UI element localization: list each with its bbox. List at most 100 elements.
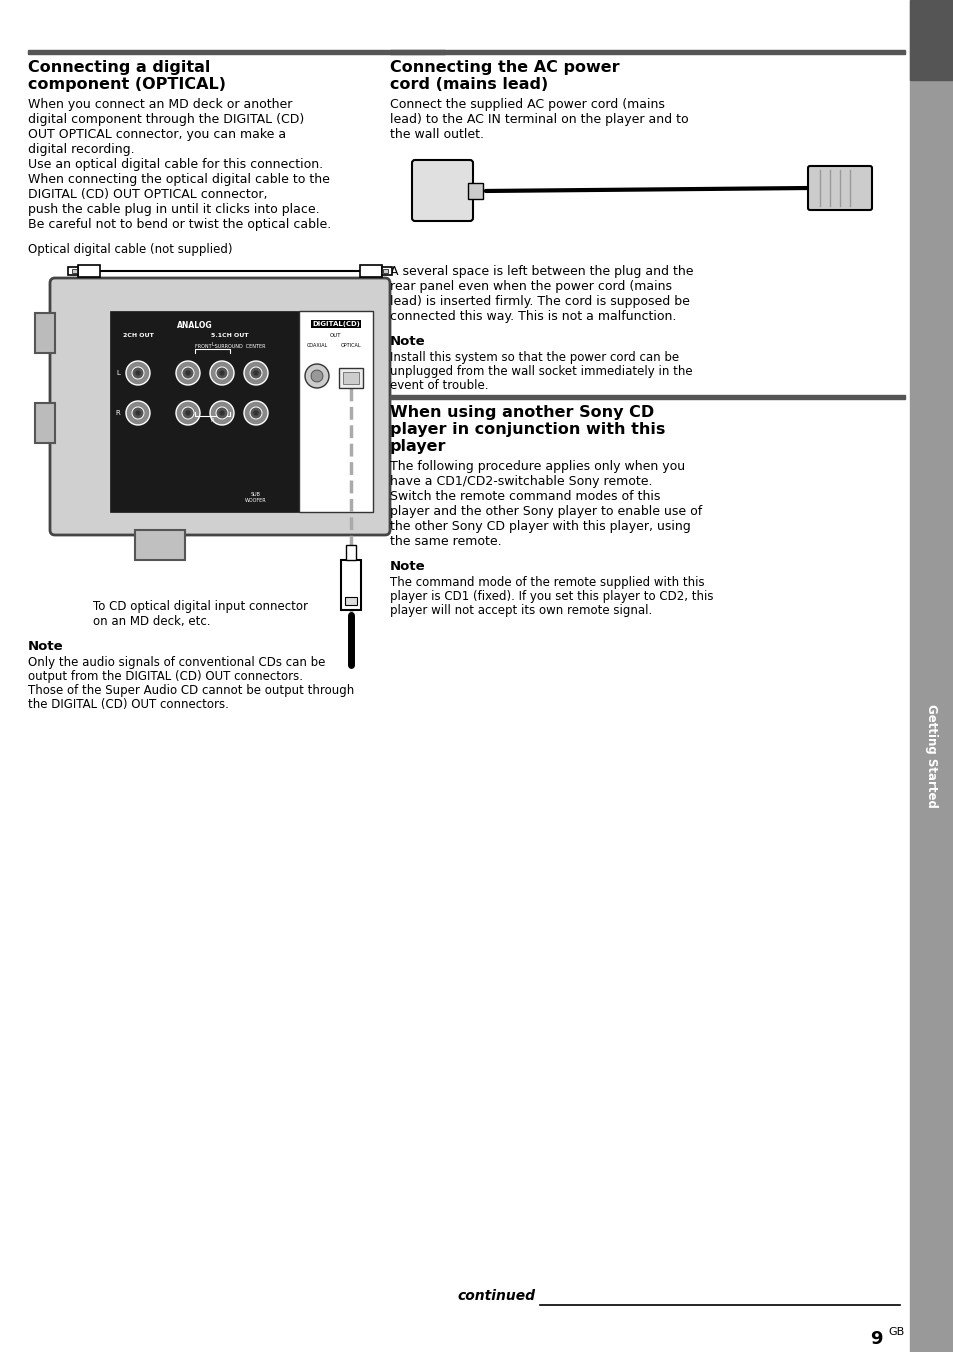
- Circle shape: [311, 370, 323, 383]
- Text: When connecting the optical digital cable to the: When connecting the optical digital cabl…: [28, 173, 330, 187]
- Circle shape: [244, 402, 268, 425]
- Text: the DIGITAL (CD) OUT connectors.: the DIGITAL (CD) OUT connectors.: [28, 698, 229, 711]
- Circle shape: [182, 407, 193, 419]
- Text: player in conjunction with this: player in conjunction with this: [390, 422, 664, 437]
- Text: lead) is inserted firmly. The cord is supposed be: lead) is inserted firmly. The cord is su…: [390, 295, 689, 308]
- Circle shape: [215, 407, 228, 419]
- Circle shape: [210, 402, 233, 425]
- Text: continued: continued: [456, 1288, 535, 1303]
- Text: Connecting a digital: Connecting a digital: [28, 59, 211, 74]
- Text: 2CH OUT: 2CH OUT: [123, 333, 153, 338]
- Bar: [35, 314, 55, 353]
- Text: the same remote.: the same remote.: [390, 535, 501, 548]
- Text: L: L: [116, 370, 120, 376]
- Bar: [110, 311, 298, 512]
- Circle shape: [244, 361, 268, 385]
- Text: Connect the supplied AC power cord (mains: Connect the supplied AC power cord (main…: [390, 97, 664, 111]
- Circle shape: [136, 411, 140, 415]
- Text: A several space is left between the plug and the: A several space is left between the plug…: [390, 265, 693, 279]
- Circle shape: [136, 370, 140, 375]
- Bar: [381, 266, 392, 274]
- Text: cord (mains lead): cord (mains lead): [390, 77, 548, 92]
- Text: SUB
WOOFER: SUB WOOFER: [245, 492, 267, 503]
- Text: event of trouble.: event of trouble.: [390, 379, 488, 392]
- Bar: [390, 50, 904, 54]
- Text: player and the other Sony player to enable use of: player and the other Sony player to enab…: [390, 506, 701, 518]
- Text: OUT OPTICAL connector, you can make a: OUT OPTICAL connector, you can make a: [28, 128, 286, 141]
- Text: L: L: [211, 342, 213, 347]
- Circle shape: [126, 361, 150, 385]
- Bar: [35, 403, 55, 443]
- Circle shape: [132, 366, 144, 379]
- Text: Getting Started: Getting Started: [924, 704, 938, 808]
- Text: the wall outlet.: the wall outlet.: [390, 128, 483, 141]
- Circle shape: [253, 370, 257, 375]
- Text: R: R: [211, 418, 214, 423]
- Circle shape: [220, 370, 224, 375]
- Text: OPTICAL: OPTICAL: [340, 343, 361, 347]
- Circle shape: [250, 366, 262, 379]
- Text: digital recording.: digital recording.: [28, 143, 134, 155]
- Circle shape: [175, 361, 200, 385]
- Text: Switch the remote command modes of this: Switch the remote command modes of this: [390, 489, 659, 503]
- Bar: [343, 372, 358, 384]
- Text: Note: Note: [390, 560, 425, 573]
- Circle shape: [175, 402, 200, 425]
- Bar: [909, 0, 953, 80]
- Bar: [28, 50, 444, 54]
- FancyBboxPatch shape: [807, 166, 871, 210]
- Bar: [390, 395, 904, 399]
- Text: Install this system so that the power cord can be: Install this system so that the power co…: [390, 352, 679, 364]
- Circle shape: [182, 366, 193, 379]
- Text: digital component through the DIGITAL (CD): digital component through the DIGITAL (C…: [28, 114, 304, 126]
- Text: Connecting the AC power: Connecting the AC power: [390, 59, 619, 74]
- Text: DIGITAL(CD): DIGITAL(CD): [312, 320, 359, 327]
- Text: push the cable plug in until it clicks into place.: push the cable plug in until it clicks i…: [28, 203, 319, 216]
- Bar: [135, 530, 185, 560]
- Text: player is CD1 (fixed). If you set this player to CD2, this: player is CD1 (fixed). If you set this p…: [390, 589, 713, 603]
- Text: Optical digital cable (not supplied): Optical digital cable (not supplied): [28, 243, 233, 256]
- Text: lead) to the AC IN terminal on the player and to: lead) to the AC IN terminal on the playe…: [390, 114, 688, 126]
- Bar: [468, 183, 482, 199]
- Text: Use an optical digital cable for this connection.: Use an optical digital cable for this co…: [28, 158, 323, 170]
- Bar: [382, 269, 388, 273]
- Circle shape: [126, 402, 150, 425]
- Text: player will not accept its own remote signal.: player will not accept its own remote si…: [390, 604, 652, 617]
- Bar: [298, 311, 373, 512]
- Text: rear panel even when the power cord (mains: rear panel even when the power cord (mai…: [390, 280, 671, 293]
- Text: DIGITAL(CD): DIGITAL(CD): [312, 320, 359, 327]
- Text: component (OPTICAL): component (OPTICAL): [28, 77, 226, 92]
- Text: have a CD1/CD2-switchable Sony remote.: have a CD1/CD2-switchable Sony remote.: [390, 475, 652, 488]
- Text: player: player: [390, 439, 446, 454]
- Circle shape: [215, 366, 228, 379]
- Text: When using another Sony CD: When using another Sony CD: [390, 406, 654, 420]
- Circle shape: [253, 411, 257, 415]
- Circle shape: [250, 407, 262, 419]
- Bar: [345, 598, 356, 604]
- Text: The following procedure applies only when you: The following procedure applies only whe…: [390, 460, 684, 473]
- Bar: [338, 368, 363, 388]
- FancyBboxPatch shape: [50, 279, 390, 535]
- Text: R: R: [115, 410, 120, 416]
- Circle shape: [186, 411, 190, 415]
- Text: To CD optical digital input connector: To CD optical digital input connector: [92, 600, 308, 612]
- Text: GB: GB: [887, 1328, 903, 1337]
- Text: FRONT  SURROUND  CENTER: FRONT SURROUND CENTER: [194, 343, 265, 349]
- Text: output from the DIGITAL (CD) OUT connectors.: output from the DIGITAL (CD) OUT connect…: [28, 671, 303, 683]
- Circle shape: [132, 407, 144, 419]
- FancyBboxPatch shape: [412, 160, 473, 220]
- Text: on an MD deck, etc.: on an MD deck, etc.: [92, 615, 211, 627]
- Text: Note: Note: [390, 335, 425, 347]
- Text: 9: 9: [869, 1330, 882, 1348]
- Circle shape: [210, 361, 233, 385]
- Text: When you connect an MD deck or another: When you connect an MD deck or another: [28, 97, 292, 111]
- Text: the other Sony CD player with this player, using: the other Sony CD player with this playe…: [390, 521, 690, 533]
- Text: OUT: OUT: [330, 333, 341, 338]
- Text: connected this way. This is not a malfunction.: connected this way. This is not a malfun…: [390, 310, 676, 323]
- Bar: [71, 269, 77, 273]
- Text: 5.1CH OUT: 5.1CH OUT: [211, 333, 249, 338]
- Bar: [909, 0, 953, 1352]
- Bar: [340, 560, 360, 610]
- Circle shape: [305, 364, 329, 388]
- Circle shape: [186, 370, 190, 375]
